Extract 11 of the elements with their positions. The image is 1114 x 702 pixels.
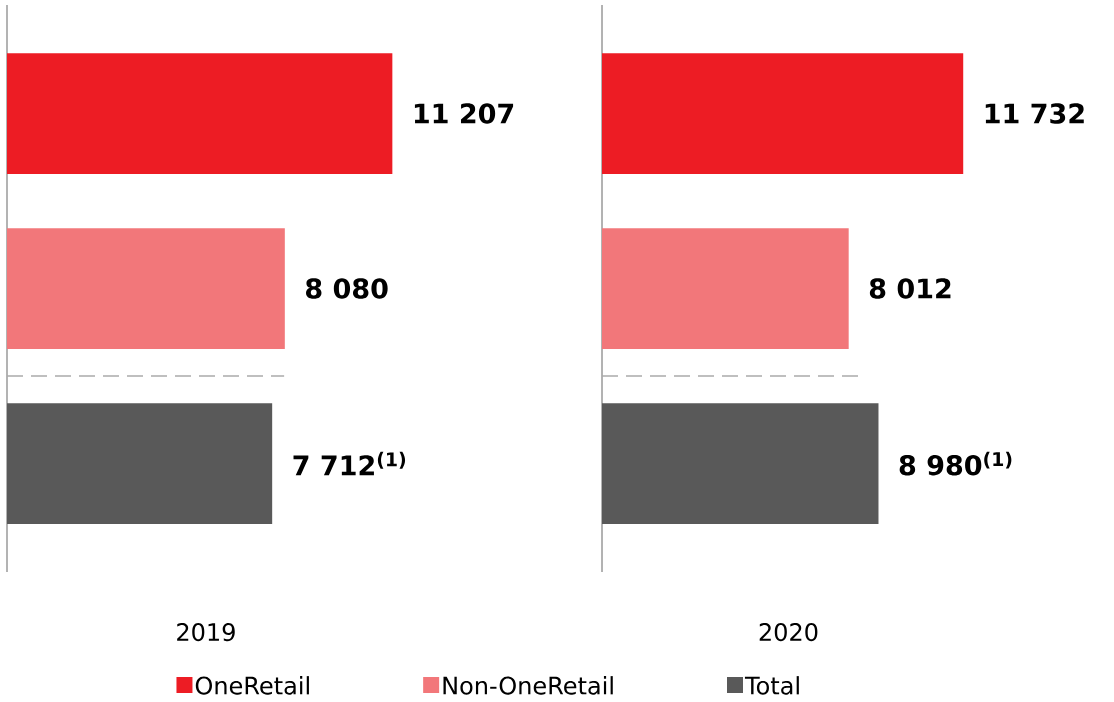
legend-label: Total <box>744 676 799 695</box>
legend-label: Non-OneRetail <box>443 676 613 695</box>
data-label: 8 980$^{(1)}$ <box>899 451 1012 476</box>
data-label: 8 080 <box>306 278 388 299</box>
data-label: 11 732 <box>985 103 1084 124</box>
data-label: 8 012 <box>869 278 951 299</box>
x-axis-title: 2019 <box>177 623 235 642</box>
x-axis-title: 2020 <box>759 623 818 642</box>
data-label: 7 712$^{(1)}$ <box>293 451 406 476</box>
legend-label: OneRetail <box>195 676 309 695</box>
data-label: 11 207 <box>414 103 514 124</box>
